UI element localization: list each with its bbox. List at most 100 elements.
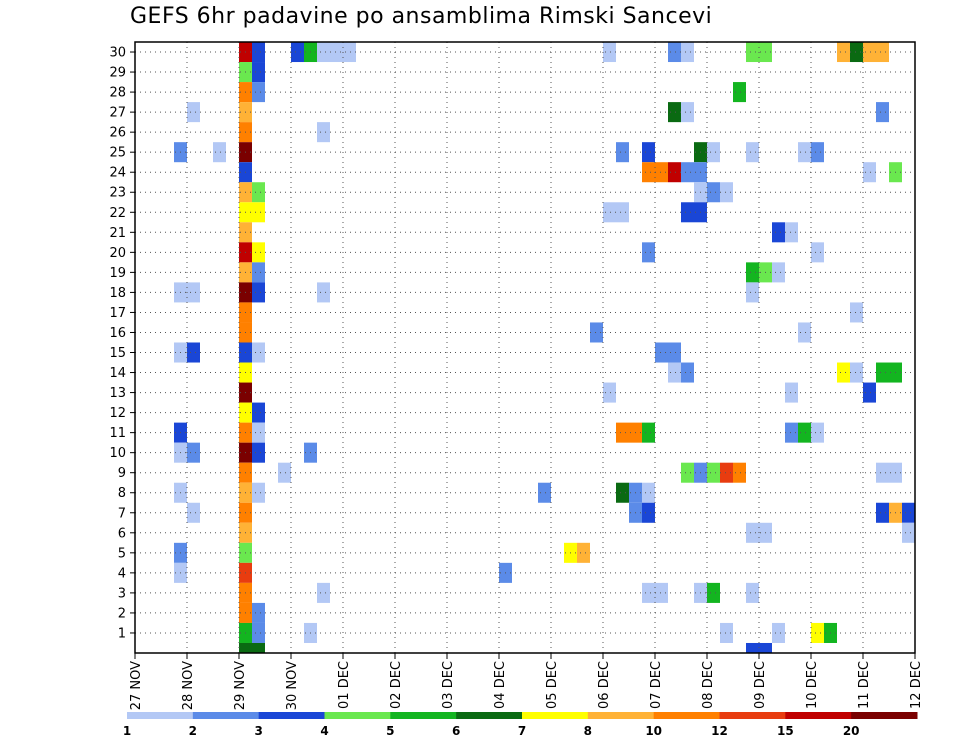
heatmap-cell bbox=[577, 542, 590, 563]
heatmap-cell bbox=[252, 342, 265, 363]
heatmap-cell bbox=[850, 362, 863, 383]
y-tick-label: 16 bbox=[109, 326, 126, 341]
y-tick-label: 17 bbox=[109, 306, 126, 321]
heatmap-cell bbox=[850, 42, 863, 63]
chart-title: GEFS 6hr padavine po ansamblima Rimski S… bbox=[130, 4, 713, 29]
heatmap-cell bbox=[746, 262, 759, 283]
colorbar-swatch bbox=[456, 712, 523, 719]
heatmap-cell bbox=[811, 142, 824, 163]
heatmap-cell bbox=[642, 142, 655, 163]
y-tick-label: 19 bbox=[109, 266, 126, 281]
heatmap-cell bbox=[837, 42, 850, 63]
heatmap-cell bbox=[668, 42, 681, 63]
y-tick-label: 8 bbox=[118, 486, 126, 501]
colorbar-label: 6 bbox=[452, 724, 460, 738]
heatmap-cell bbox=[798, 322, 811, 343]
heatmap-cell bbox=[252, 422, 265, 443]
heatmap-cell bbox=[746, 42, 759, 63]
colorbar-swatch bbox=[127, 712, 194, 719]
x-tick-label: 27 NOV bbox=[129, 661, 144, 710]
heatmap-cell bbox=[863, 42, 876, 63]
heatmap-cell bbox=[642, 422, 655, 443]
x-tick-label: 11 DEC bbox=[857, 661, 872, 709]
heatmap-cell bbox=[811, 622, 824, 643]
heatmap-cell bbox=[772, 262, 785, 283]
y-axis: 1234567891011121314151617181920212223242… bbox=[109, 46, 135, 641]
heatmap-cell bbox=[187, 282, 200, 303]
heatmap-cell bbox=[681, 162, 694, 183]
heatmap-cell bbox=[252, 62, 265, 83]
heatmap-cell bbox=[187, 342, 200, 363]
colorbar-swatch bbox=[192, 712, 260, 719]
x-tick-label: 12 DEC bbox=[909, 661, 924, 709]
colorbar-label: 15 bbox=[777, 724, 794, 738]
heatmap-cell bbox=[733, 82, 746, 103]
x-tick-label: 10 DEC bbox=[805, 661, 820, 709]
heatmap-cell bbox=[681, 202, 694, 223]
heatmap-cell bbox=[343, 42, 356, 63]
x-tick-label: 03 DEC bbox=[441, 661, 456, 709]
y-tick-label: 29 bbox=[109, 66, 126, 81]
y-tick-label: 13 bbox=[109, 386, 126, 401]
heatmap-cell bbox=[733, 462, 746, 483]
y-tick-label: 22 bbox=[109, 206, 126, 221]
y-tick-label: 3 bbox=[118, 586, 126, 601]
y-tick-label: 1 bbox=[118, 626, 126, 641]
y-tick-label: 25 bbox=[109, 146, 126, 161]
x-tick-label: 08 DEC bbox=[701, 661, 716, 709]
heatmap-cell bbox=[681, 102, 694, 123]
heatmap-cell bbox=[642, 502, 655, 523]
heatmap-cell bbox=[278, 462, 291, 483]
y-tick-label: 18 bbox=[109, 286, 126, 301]
x-tick-label: 01 DEC bbox=[337, 661, 352, 709]
heatmap-cell bbox=[213, 142, 226, 163]
heatmap-cell bbox=[655, 582, 668, 603]
heatmap-cell bbox=[655, 162, 668, 183]
y-tick-label: 14 bbox=[109, 366, 126, 381]
heatmap-cell bbox=[720, 182, 733, 203]
heatmap-cell bbox=[252, 642, 265, 653]
colorbar: 1 2 3 4 5 6 7 8 10 12 15 20 bbox=[123, 712, 918, 738]
colorbar-label: 20 bbox=[843, 724, 860, 738]
colorbar-swatch bbox=[522, 712, 589, 719]
colorbar-label: 7 bbox=[518, 724, 526, 738]
heatmap-cell bbox=[798, 142, 811, 163]
heatmap-cell bbox=[863, 162, 876, 183]
x-tick-label: 29 NOV bbox=[233, 661, 248, 710]
heatmap-cell bbox=[785, 422, 798, 443]
heatmap-cell bbox=[252, 442, 265, 463]
heatmap-cell bbox=[616, 422, 629, 443]
heatmap-cell bbox=[252, 262, 265, 283]
heatmap-cell bbox=[772, 222, 785, 243]
y-tick-label: 5 bbox=[118, 546, 126, 561]
grid-layer bbox=[135, 42, 915, 653]
heatmap-cell bbox=[876, 462, 889, 483]
colorbar-label: 4 bbox=[320, 724, 328, 738]
heatmap-cell bbox=[603, 382, 616, 403]
heatmap-cell bbox=[746, 642, 759, 653]
x-tick-label: 07 DEC bbox=[649, 661, 664, 709]
heatmap-cell bbox=[252, 282, 265, 303]
heatmap-cell bbox=[850, 302, 863, 323]
colorbar-swatch bbox=[851, 712, 918, 719]
heatmap-cell bbox=[876, 502, 889, 523]
heatmap-cell bbox=[668, 102, 681, 123]
heatmap-cell bbox=[616, 202, 629, 223]
y-tick-label: 2 bbox=[118, 606, 126, 621]
heatmap-cell bbox=[252, 82, 265, 103]
heatmap-cell bbox=[642, 482, 655, 503]
y-tick-label: 28 bbox=[109, 86, 126, 101]
y-tick-label: 15 bbox=[109, 346, 126, 361]
heatmap-cell bbox=[837, 362, 850, 383]
colorbar-label: 5 bbox=[386, 724, 394, 738]
heatmap-cell bbox=[252, 42, 265, 63]
heatmap-cell bbox=[187, 442, 200, 463]
heatmap-cell bbox=[902, 522, 915, 543]
heatmap-cell bbox=[902, 502, 915, 523]
x-tick-label: 09 DEC bbox=[753, 661, 768, 709]
y-tick-label: 6 bbox=[118, 526, 126, 541]
heatmap-cell bbox=[707, 182, 720, 203]
heatmap-cell bbox=[252, 242, 265, 263]
y-tick-label: 7 bbox=[118, 506, 126, 521]
